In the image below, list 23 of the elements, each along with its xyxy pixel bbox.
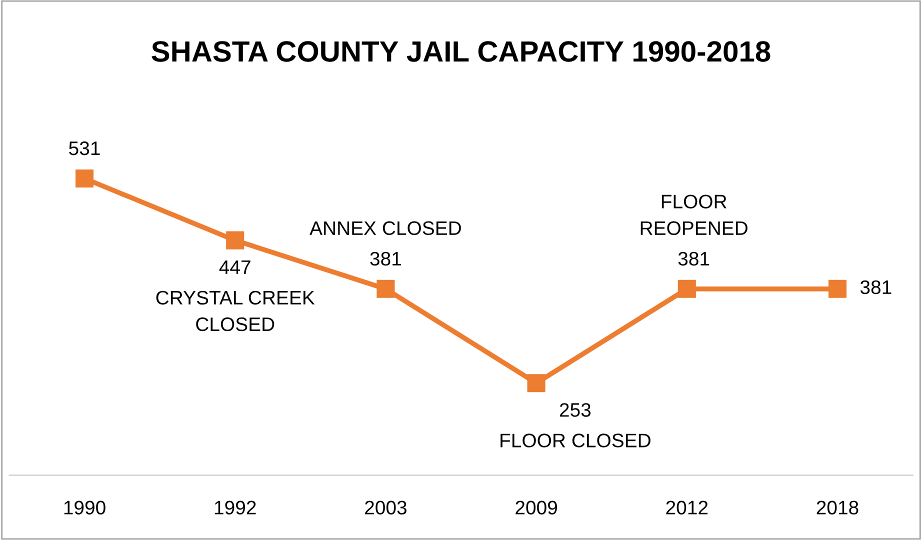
x-tick-label: 2009 [516,500,558,514]
annotation: CRYSTAL CREEK CLOSED [156,290,315,332]
x-tick-label: 2018 [816,500,858,514]
point [226,231,244,250]
point [527,374,546,392]
data-label: 253 [560,403,591,417]
data-label: 381 [678,252,710,266]
point [75,169,94,188]
annotation: ANNEX CLOSED [310,221,461,236]
data-label: 531 [69,141,100,156]
annotation: FLOOR REOPENED [640,194,748,236]
data-label: 381 [860,280,892,294]
x-tick-label: 2012 [666,500,708,514]
x-tick-label: 1992 [214,500,256,514]
data-label: 447 [219,260,250,274]
point [376,280,395,298]
point [828,280,847,298]
data-label: 381 [370,252,401,266]
point [678,280,696,298]
x-tick-label: 1990 [64,500,106,514]
chart-title: SHASTA COUNTY JAIL CAPACITY 1990-2018 [152,41,770,62]
annotation: FLOOR CLOSED [500,434,650,448]
x-tick-label: 2003 [365,500,406,514]
